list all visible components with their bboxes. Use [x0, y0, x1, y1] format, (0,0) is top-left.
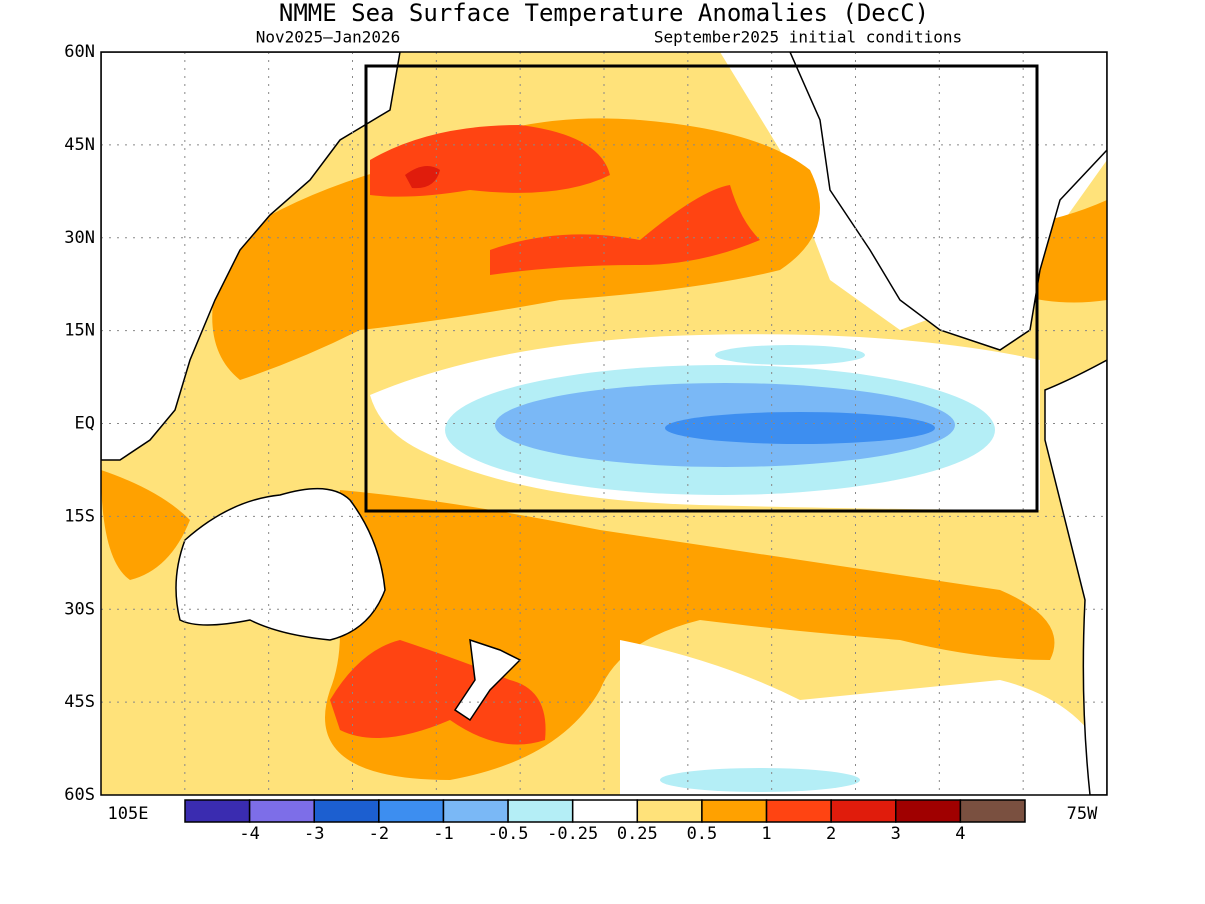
colorbar-label: -2	[369, 824, 389, 844]
colorbar-swatch	[378, 799, 445, 823]
anomaly-mid-blue	[665, 412, 935, 444]
nino-box	[364, 64, 1039, 513]
colorbar-swatch	[765, 799, 832, 823]
colorbar-label: -4	[239, 824, 259, 844]
anomaly-dark-red	[405, 166, 440, 189]
colorbar-label: 3	[891, 824, 901, 844]
land-australia	[175, 487, 386, 641]
colorbar-swatch	[184, 799, 251, 823]
colorbar-swatch	[442, 799, 509, 823]
lat-label: EQ	[75, 414, 95, 434]
anomaly-light-blue	[715, 345, 865, 365]
colorbar: -4 -3 -2 -1 -0.5 -0.25 0.25 0.5 1 2 3 4	[184, 799, 1026, 844]
anomaly-white	[620, 640, 1107, 795]
lat-label: 45N	[64, 135, 95, 155]
anomaly-light-blue	[660, 768, 860, 792]
colorbar-label: -0.25	[547, 824, 598, 844]
lon-label: 105E	[108, 804, 149, 824]
land-asia	[101, 52, 401, 461]
anomaly-red	[330, 640, 546, 745]
colorbar-swatch	[313, 799, 380, 823]
colorbar-label: 2	[826, 824, 836, 844]
colorbar-label: -0.5	[488, 824, 529, 844]
lat-label: 30N	[64, 228, 95, 248]
colorbar-swatch	[830, 799, 897, 823]
sst-field	[101, 52, 1107, 795]
land-new-zealand	[453, 638, 522, 722]
colorbar-label: 1	[761, 824, 771, 844]
map-frame	[100, 51, 1108, 796]
colorbar-swatch	[248, 799, 315, 823]
colorbar-label: -3	[304, 824, 324, 844]
anomaly-orange	[101, 470, 190, 580]
lon-label: 75W	[1067, 804, 1098, 824]
colorbar-swatch	[507, 799, 574, 823]
lat-label: 60N	[64, 42, 95, 62]
colorbar-swatch	[895, 799, 962, 823]
colorbar-label: -1	[433, 824, 453, 844]
colorbar-label: 0.25	[617, 824, 658, 844]
subtitle-left: Nov2025–Jan2026	[256, 28, 401, 47]
lat-labels: 60N 45N 30N 15N EQ 15S 30S 45S 60S	[64, 42, 95, 805]
colorbar-swatch	[959, 799, 1026, 823]
colorbar-label: 0.5	[687, 824, 718, 844]
lat-label: 15N	[64, 321, 95, 341]
lat-label: 60S	[64, 785, 95, 805]
colorbar-swatch	[636, 799, 703, 823]
title: NMME Sea Surface Temperature Anomalies (…	[279, 0, 929, 27]
land-south-america	[1044, 359, 1107, 795]
colorbar-swatch	[701, 799, 768, 823]
land-north-america	[789, 52, 1107, 351]
lat-label: 15S	[64, 506, 95, 526]
anomaly-red	[490, 185, 760, 275]
lat-label: 45S	[64, 692, 95, 712]
lat-label: 30S	[64, 599, 95, 619]
subtitle-right: September2025 initial conditions	[654, 28, 962, 47]
colorbar-swatch	[571, 799, 639, 823]
colorbar-label: 4	[955, 824, 965, 844]
